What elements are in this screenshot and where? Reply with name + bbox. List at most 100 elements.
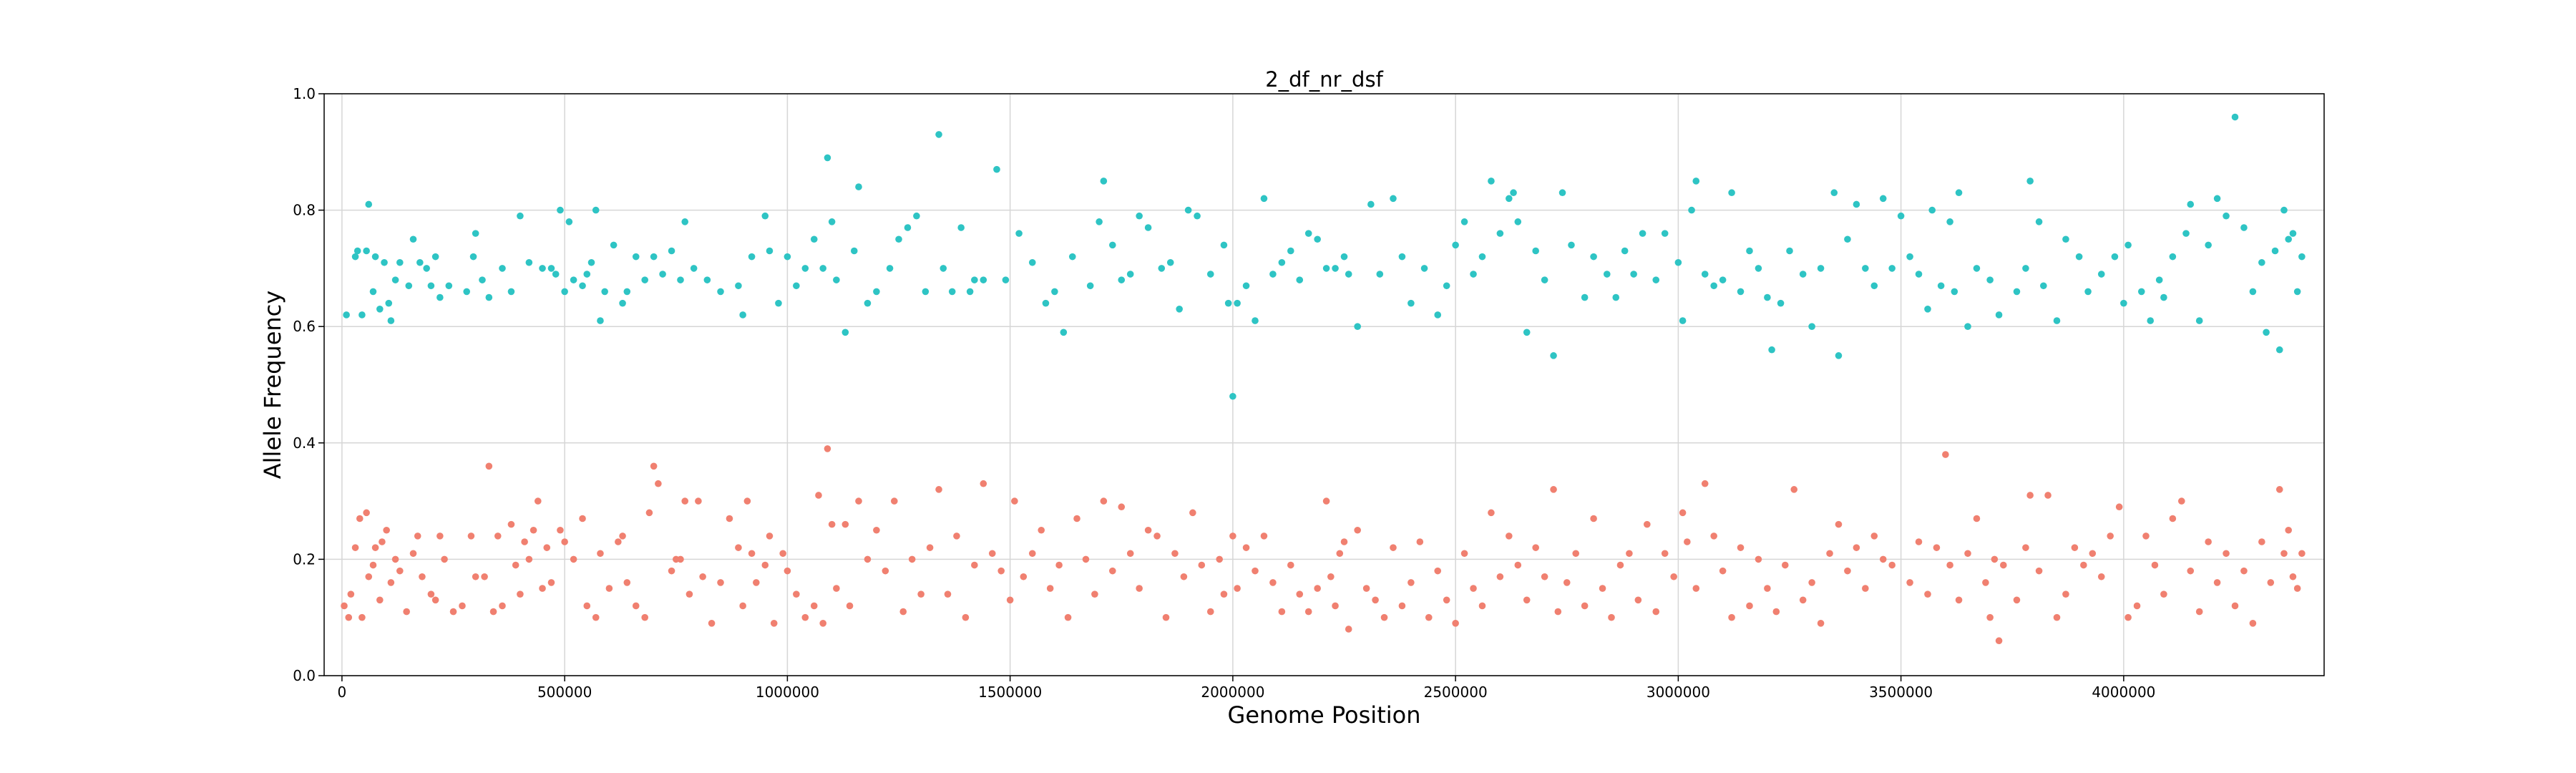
data-point [521,538,528,545]
data-point [1563,579,1571,586]
data-point [864,299,872,307]
data-point [1746,602,1753,610]
data-point [828,520,836,528]
data-point [2275,346,2283,354]
data-point [1558,189,1566,197]
data-point [1764,585,1771,592]
data-point [1808,323,1815,331]
data-point [1376,271,1384,278]
data-point [1844,235,1851,243]
data-point [2285,235,2293,243]
data-point [743,497,751,505]
data-point [819,265,826,272]
data-point [1452,241,1459,249]
x-tick-label: 500000 [537,684,592,701]
data-point [1719,567,1727,575]
data-point [547,265,555,272]
data-point [1728,613,1735,621]
data-point [2160,293,2167,301]
data-point [1514,561,1522,569]
data-point [1118,503,1126,511]
data-point [1755,265,1762,272]
data-point [1973,515,1981,522]
data-point [2289,230,2297,237]
data-point [641,276,648,283]
data-point [2080,561,2087,569]
data-point [1532,544,1539,551]
data-point [1862,265,1869,272]
data-point [1626,550,1633,558]
data-point [427,590,435,598]
data-point [1345,626,1352,633]
data-point [583,271,591,278]
data-point [414,533,421,540]
data-point [507,288,515,296]
data-point [1568,241,1575,249]
data-point [917,590,924,598]
data-point [810,235,818,243]
data-point [1118,276,1126,283]
data-point [641,613,648,621]
data-point [1496,230,1504,237]
data-point [1278,608,1286,616]
data-point [1060,329,1068,336]
data-point [365,573,373,580]
data-point [1390,195,1397,203]
data-point [971,561,978,569]
data-point [2298,253,2306,261]
data-point [997,567,1005,575]
data-point [1126,271,1134,278]
data-point [1652,276,1660,283]
data-point [784,253,791,261]
data-point [1220,590,1228,598]
data-point [1234,299,1241,307]
data-point [1630,271,1637,278]
data-point [2280,550,2288,558]
data-point [517,590,524,598]
data-point [971,276,978,283]
data-point [1488,178,1495,185]
chart-title: 2_df_nr_dsf [1265,67,1383,92]
data-point [2137,288,2145,296]
data-point [463,288,470,296]
data-point [2187,567,2195,575]
data-point [369,561,377,569]
data-point [583,602,591,610]
data-point [1304,608,1312,616]
data-point [890,497,898,505]
data-point [1523,596,1531,604]
data-point [2107,533,2114,540]
data-point [801,613,809,621]
data-point [1136,212,1143,220]
data-point [1995,311,2003,319]
data-point [962,613,970,621]
data-point [2151,561,2159,569]
data-point [1946,561,1953,569]
data-point [1296,276,1304,283]
data-point [824,154,831,162]
data-point [494,533,502,540]
data-point [1755,555,1762,563]
data-point [1590,515,1597,522]
y-tick-label: 0.4 [293,434,316,452]
data-point [445,282,453,290]
data-point [1220,241,1228,249]
data-point [499,265,506,272]
data-point [416,258,424,266]
data-point [409,235,417,243]
data-point [2275,486,2283,493]
data-point [753,579,760,586]
data-point [2111,253,2119,261]
data-point [1541,276,1548,283]
data-point [1296,590,1304,598]
data-point [2053,613,2061,621]
data-point [1367,200,1375,208]
x-tick-label: 1500000 [978,684,1042,701]
data-point [351,253,359,261]
data-point [2258,258,2265,266]
data-point [681,218,689,225]
data-point [1336,550,1344,558]
data-point [2213,579,2221,586]
data-point [833,276,840,283]
data-point [735,282,742,290]
